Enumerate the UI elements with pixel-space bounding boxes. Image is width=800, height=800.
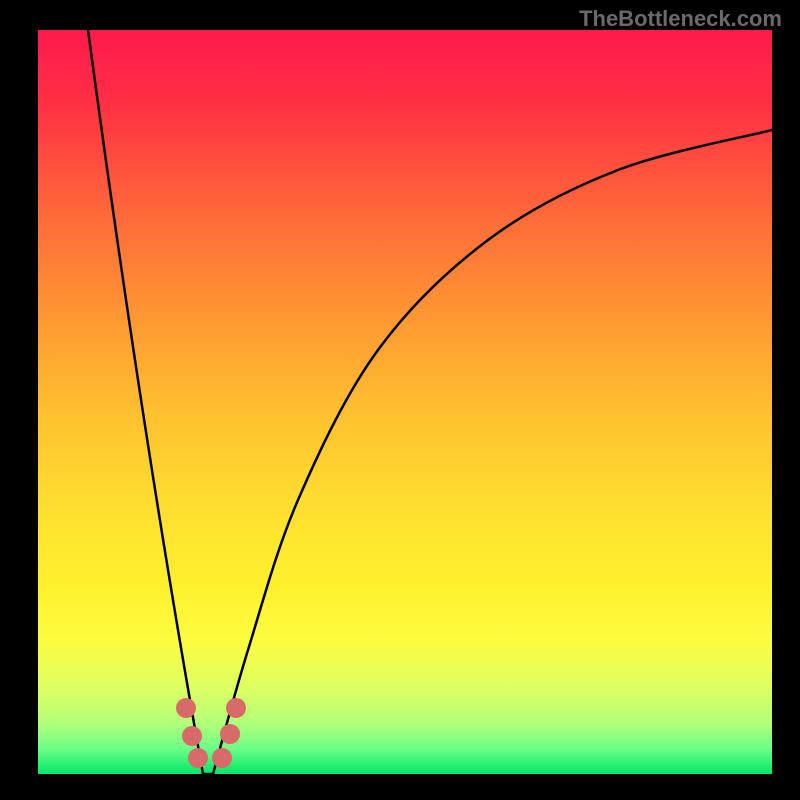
data-marker [212, 748, 232, 768]
plot-area [38, 30, 772, 774]
data-marker [226, 698, 246, 718]
data-marker [220, 724, 240, 744]
gradient-background [38, 30, 772, 774]
data-marker [188, 748, 208, 768]
watermark-text: TheBottleneck.com [579, 6, 782, 32]
data-marker [176, 698, 196, 718]
chart-frame: TheBottleneck.com [0, 0, 800, 800]
data-marker [182, 726, 202, 746]
